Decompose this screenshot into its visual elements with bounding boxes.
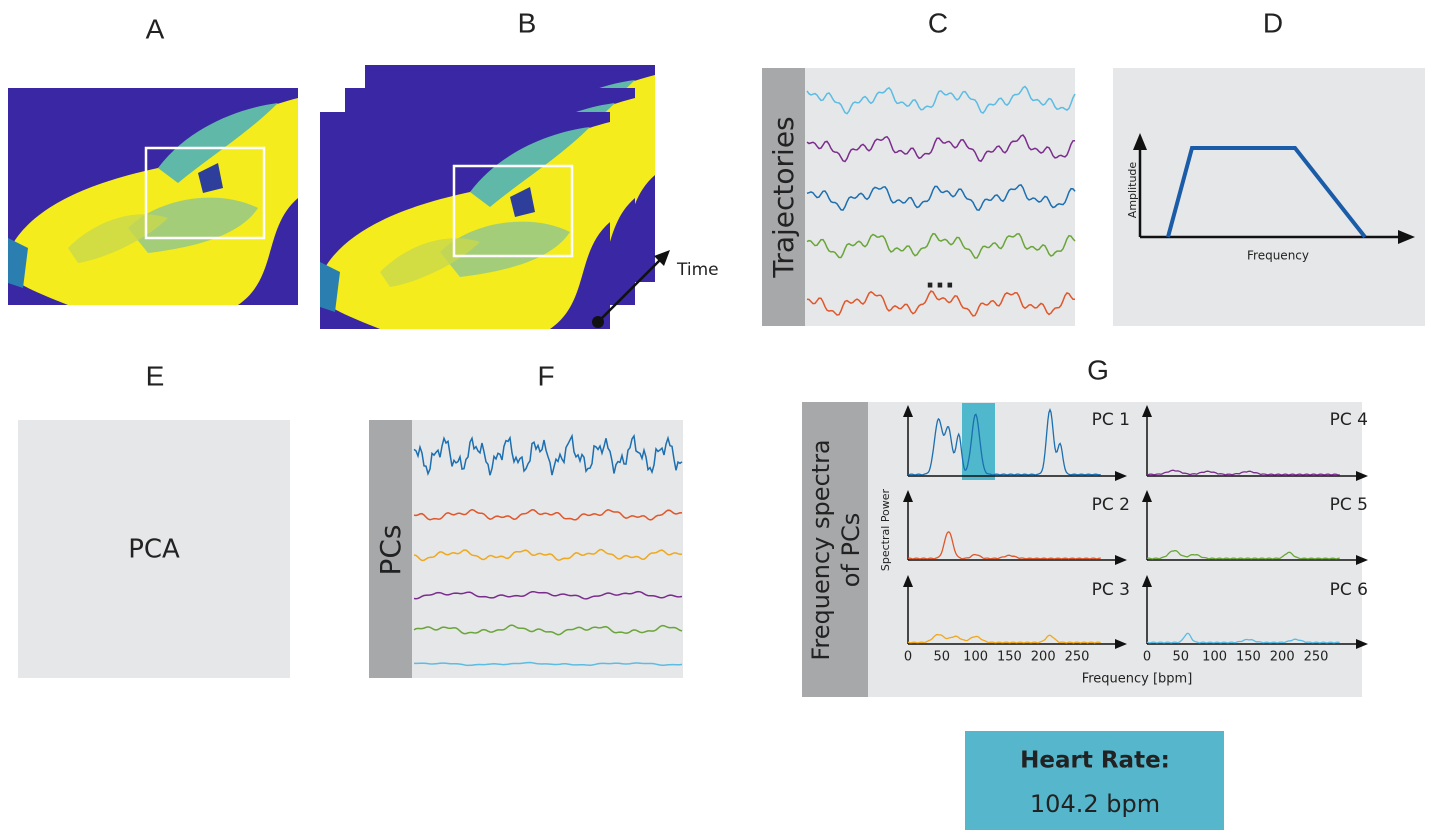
trajectory <box>806 85 1076 115</box>
pc-trace <box>413 624 683 636</box>
x-tick-label: 250 <box>1065 650 1090 665</box>
arrow-head <box>903 490 913 502</box>
y-axis-label: Spectral Power <box>879 488 892 571</box>
panel-title: of PCs <box>837 513 865 588</box>
y-axis-label: Amplitude <box>1126 162 1139 219</box>
trajectory <box>806 290 1075 317</box>
arrow-head <box>903 405 913 417</box>
panel-box <box>18 420 290 678</box>
result-title: Heart Rate: <box>1020 748 1170 774</box>
result-box <box>965 731 1224 830</box>
x-tick-label: 100 <box>963 650 988 665</box>
panel-label: B <box>518 7 537 38</box>
bandpass-filter <box>1166 146 1367 239</box>
panel-box <box>762 68 1075 326</box>
subplot-label: PC 3 <box>1092 580 1130 600</box>
panel-box <box>802 402 1362 697</box>
spectrum <box>907 531 1101 560</box>
roi-box <box>452 164 574 258</box>
panel-title: Trajectories <box>767 116 800 278</box>
panel-label: E <box>146 360 165 391</box>
side-bar <box>762 68 805 326</box>
panel-box <box>369 420 683 678</box>
pc-trace <box>413 548 683 562</box>
panel-label: G <box>1087 354 1109 385</box>
x-tick-label: 0 <box>904 650 912 665</box>
x-tick-label: 100 <box>1202 650 1227 665</box>
panel-label: A <box>146 13 165 44</box>
time-label: Time <box>676 260 719 280</box>
arrow-head <box>1356 471 1368 481</box>
arrow-head <box>1356 639 1368 649</box>
arrow-head <box>1115 555 1127 565</box>
arrow-head <box>1133 133 1147 150</box>
panel-label: F <box>537 360 554 391</box>
x-tick-label: 150 <box>1236 650 1261 665</box>
x-tick-label: 50 <box>1173 650 1190 665</box>
arrow-head <box>1398 230 1415 244</box>
trajectory <box>806 184 1076 212</box>
spectrum <box>1146 469 1340 476</box>
spectrum <box>907 408 1101 476</box>
x-tick-label: 50 <box>934 650 951 665</box>
pc-trace <box>413 590 683 600</box>
x-tick-label: 200 <box>1270 650 1295 665</box>
subplot-label: PC 5 <box>1330 495 1368 515</box>
arrow-head <box>1115 471 1127 481</box>
trajectory <box>806 134 1076 163</box>
pc-trace <box>413 433 683 476</box>
video-frame <box>320 112 610 329</box>
subplot-label: PC 2 <box>1092 495 1130 515</box>
arrow-head <box>1142 490 1152 502</box>
ellipsis: ... <box>925 265 955 295</box>
spectrum <box>907 633 1101 644</box>
side-bar <box>802 402 868 697</box>
panel-title: Frequency spectra <box>807 439 835 660</box>
x-tick-label: 0 <box>1143 650 1151 665</box>
arrow-head <box>903 575 913 587</box>
arrow-head <box>654 250 670 266</box>
x-tick-label: 200 <box>1031 650 1056 665</box>
subplot-label: PC 6 <box>1330 580 1368 600</box>
panel-label: D <box>1263 7 1283 38</box>
arrow-head <box>1115 639 1127 649</box>
panel-label: C <box>928 7 948 38</box>
video-frame <box>8 88 298 305</box>
x-tick-label: 250 <box>1304 650 1329 665</box>
pc-trace <box>413 508 683 521</box>
x-axis-label: Frequency [bpm] <box>1082 672 1193 687</box>
side-bar <box>369 420 412 678</box>
x-tick-label: 150 <box>997 650 1022 665</box>
panel-box <box>1113 68 1425 326</box>
arrow-head <box>1142 405 1152 417</box>
subplot-label: PC 4 <box>1330 410 1368 430</box>
time-axis <box>597 255 665 323</box>
pca-label: PCA <box>128 535 180 565</box>
subplot-label: PC 1 <box>1092 410 1130 430</box>
pc-trace <box>414 661 683 667</box>
arrow-head <box>1356 555 1368 565</box>
spectrum <box>1146 632 1340 644</box>
trajectory <box>806 232 1076 259</box>
result-value: 104.2 bpm <box>1030 790 1160 818</box>
panel-title: PCs <box>374 524 407 575</box>
arrow-head <box>1142 575 1152 587</box>
roi-box <box>144 146 266 240</box>
x-axis-label: Frequency <box>1247 249 1309 263</box>
spectrum <box>1146 549 1340 560</box>
